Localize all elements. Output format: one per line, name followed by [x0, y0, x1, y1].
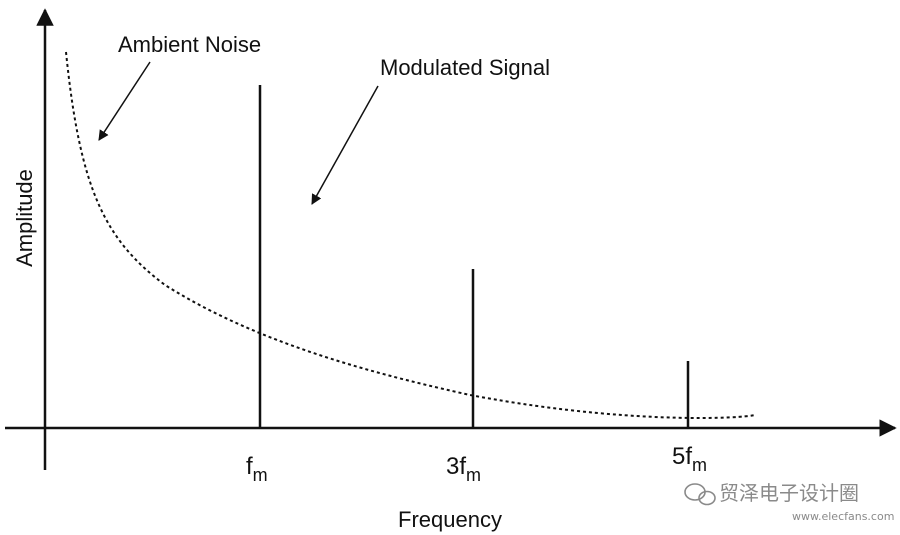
x-axis-title: Frequency	[398, 507, 502, 532]
tick-label-fm: fm	[246, 453, 268, 485]
ambient-noise-arrow	[98, 61, 151, 141]
watermark: 贸泽电子设计圈 www.elecfans.com	[684, 481, 894, 523]
tick-label-3fm: 3fm	[446, 453, 481, 485]
ambient-noise-label: Ambient Noise	[118, 32, 261, 57]
ambient-noise-curve	[65, 51, 756, 420]
tick-label-5fm: 5fm	[672, 443, 707, 475]
watermark-site-text: www.elecfans.com	[792, 510, 894, 523]
modulated-signal-arrow	[311, 85, 379, 205]
modulated-signal-label: Modulated Signal	[380, 55, 550, 80]
wechat-icon	[684, 483, 716, 506]
y-axis-title: Amplitude	[12, 169, 37, 267]
watermark-chinese-text: 贸泽电子设计圈	[719, 481, 859, 505]
